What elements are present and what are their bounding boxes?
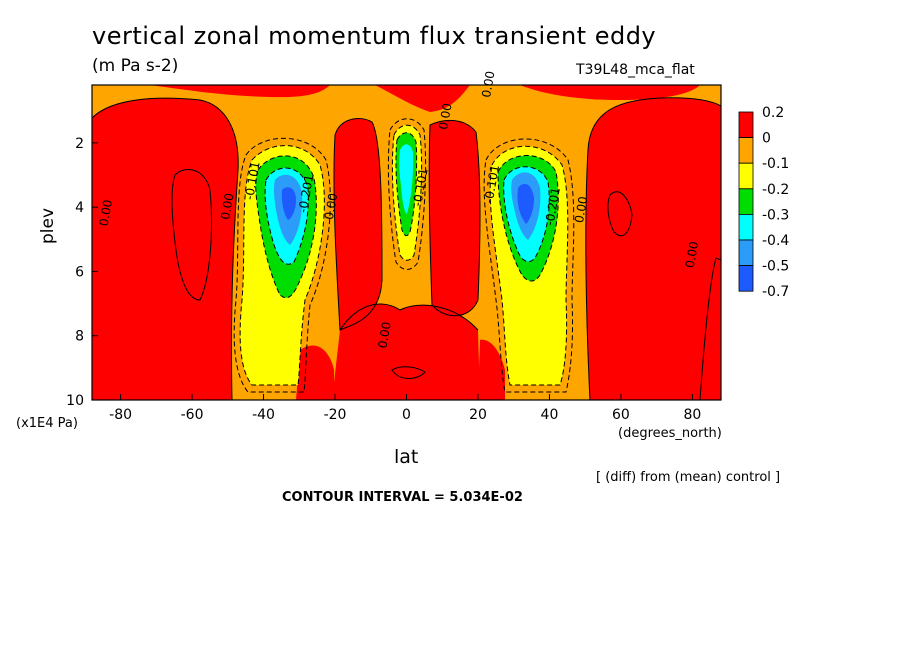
neg-contour-south-2	[239, 145, 325, 386]
contour-label: 0.00	[683, 240, 701, 269]
contour-label: -0.101	[410, 167, 431, 208]
x-axis-units: (degrees_north)	[618, 426, 722, 441]
fill-red-west	[92, 98, 239, 400]
negative-contours	[233, 118, 575, 393]
contour-inner-bottom	[391, 366, 426, 379]
x-tick-label: -80	[109, 407, 132, 423]
legend-swatch	[738, 162, 754, 190]
neg-contour-north-1	[483, 138, 575, 393]
contour-label: 0.00	[322, 192, 340, 221]
contour-interval: CONTOUR INTERVAL = 5.034E-02	[282, 490, 523, 505]
legend-swatch	[738, 213, 754, 241]
legend-swatch	[738, 239, 754, 267]
legend-label: -0.1	[762, 156, 789, 172]
contour-inner-east	[607, 191, 633, 237]
y-tick-label: 10	[66, 393, 84, 409]
y-tick-label: 4	[75, 200, 84, 216]
contour-lines	[92, 97, 721, 400]
legend-swatch	[738, 111, 754, 139]
chart-subtitle: (m Pa s-2)	[92, 56, 179, 76]
fill-red-top-north	[520, 85, 700, 100]
x-tick-label: -20	[324, 407, 347, 423]
legend-swatch	[738, 188, 754, 215]
y-tick-label: 2	[75, 136, 84, 152]
fill-red-mid-south	[333, 118, 382, 330]
x-axis-ticks: -80 -60 -40 -20 0 20 40 60 80	[109, 394, 701, 423]
x-tick-label: -60	[181, 407, 204, 423]
contour-label: 0.00	[97, 199, 115, 228]
legend-label: 0.2	[762, 105, 784, 121]
legend-label: -0.3	[762, 207, 789, 223]
filled-contours	[92, 85, 721, 400]
fill-red-bottom-south	[296, 345, 334, 400]
neg-contour-south-3	[255, 155, 317, 299]
legend-label: -0.2	[762, 182, 789, 198]
chart-title: vertical zonal momentum flux transient e…	[92, 22, 657, 50]
contour-label: 0.00	[479, 70, 497, 99]
fill-darkblue-south	[281, 187, 296, 220]
legend-label: 0	[762, 131, 771, 147]
neg-contour-equator-3	[395, 132, 418, 237]
diff-note: [ (diff) from (mean) control ]	[596, 470, 781, 485]
legend-label: -0.7	[762, 284, 789, 300]
x-tick-label: 60	[612, 407, 630, 423]
y-axis-units: (x1E4 Pa)	[16, 416, 78, 431]
fill-red-mid-north	[429, 120, 480, 316]
neg-contour-north-2	[489, 145, 569, 386]
legend-label: -0.4	[762, 233, 789, 249]
fill-red-east	[585, 97, 721, 400]
x-tick-label: -40	[252, 407, 275, 423]
contour-spike-east	[699, 257, 721, 400]
y-tick-label: 8	[75, 329, 84, 345]
x-tick-label: 40	[541, 407, 559, 423]
contour-inner-west	[171, 169, 213, 301]
contour-label: -0.101	[242, 160, 263, 201]
contour-zero-west	[92, 97, 239, 400]
neg-contour-south-1	[233, 137, 331, 393]
contour-label: -0.201	[542, 186, 563, 227]
contour-label: 0.00	[436, 102, 454, 131]
x-tick-label: 80	[683, 407, 701, 423]
y-axis-ticks: 2 4 6 8 10	[66, 136, 98, 409]
neg-contour-equator-1	[387, 118, 427, 270]
fill-red-bottom-center	[332, 304, 480, 400]
x-tick-label: 0	[402, 407, 411, 423]
contour-label: -0.101	[482, 164, 503, 205]
neg-contour-equator-2	[391, 124, 423, 261]
fill-red-top-south	[150, 85, 330, 98]
fill-red-bottom-north	[478, 339, 505, 400]
contour-label: -0.201	[296, 173, 317, 214]
run-name: T39L48_mca_flat	[576, 62, 695, 78]
contour-zero-bottom	[339, 303, 479, 331]
contour-zero-mid-north	[428, 119, 481, 317]
contour-label: 0.00	[572, 195, 590, 224]
fill-cyan-equator	[399, 144, 414, 214]
x-axis-label: lat	[394, 446, 419, 468]
legend-swatch	[738, 137, 754, 164]
contour-zero-east	[587, 97, 721, 151]
fill-red-top-center	[375, 85, 470, 112]
contour-zero-east-low	[585, 149, 591, 400]
fill-darkblue-north	[517, 183, 534, 224]
contour-labels: 0.00 0.00 -0.101 -0.201 0.00 0.00 -0.101 0.00 0.…	[97, 70, 702, 349]
contour-zero-mid-south	[333, 118, 383, 331]
contour-label: 0.00	[375, 321, 393, 350]
legend-swatch	[738, 265, 754, 292]
color-legend: 0.2 0 -0.1 -0.2 -0.3 -0.4 -0.5 -0.7	[738, 105, 789, 300]
y-tick-label: 6	[75, 264, 84, 280]
legend-label: -0.5	[762, 259, 789, 275]
x-tick-label: 20	[469, 407, 487, 423]
contour-label: 0.00	[218, 192, 236, 221]
neg-contour-south-4	[264, 167, 309, 265]
neg-contour-north-3	[497, 155, 559, 282]
